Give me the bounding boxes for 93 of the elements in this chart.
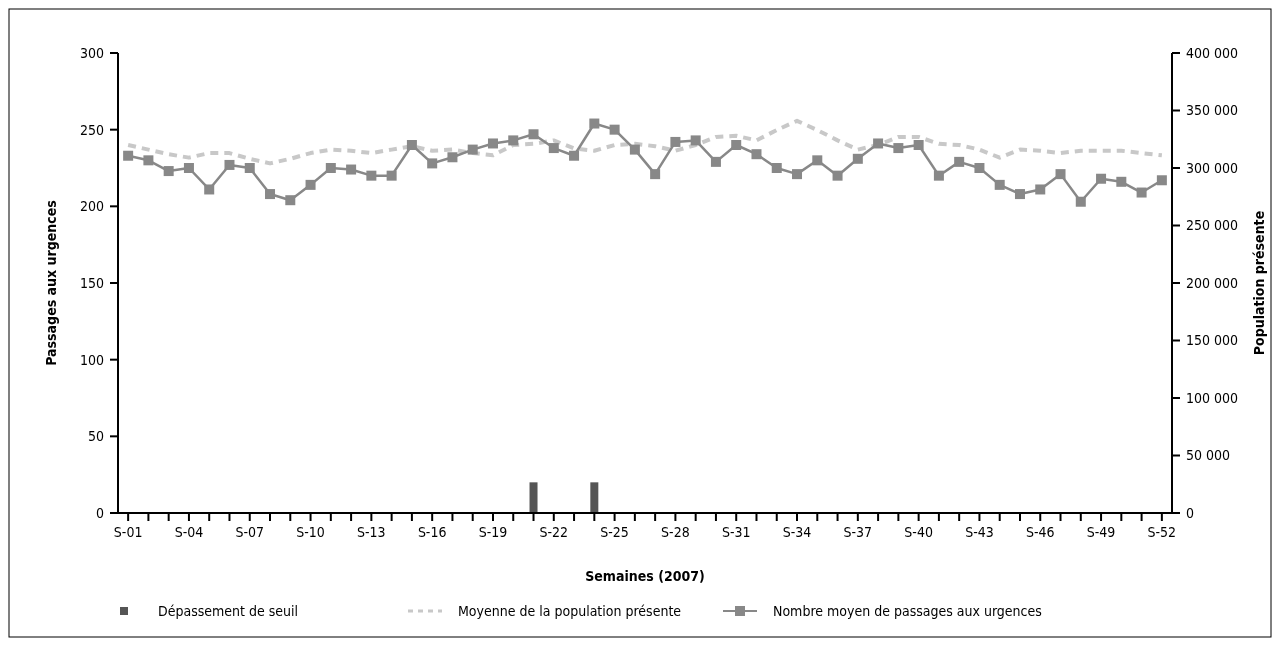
y2-axis-title: Population présente	[1251, 210, 1267, 356]
y2-tick-label: 400 000	[1186, 44, 1239, 61]
point	[285, 195, 296, 206]
legend-label: Dépassement de seuil	[158, 602, 299, 619]
point	[792, 169, 803, 180]
y-tick-label: 0	[95, 504, 104, 521]
line-series	[126, 118, 1164, 166]
x-tick-label: S-04	[174, 524, 204, 540]
point	[670, 136, 681, 147]
point	[1055, 169, 1066, 180]
y2-tick-label: 350 000	[1186, 102, 1239, 119]
point	[467, 144, 478, 155]
point	[325, 163, 336, 173]
point	[710, 156, 721, 167]
y2-tick-label: 300 000	[1186, 159, 1239, 176]
point	[305, 179, 316, 190]
point	[265, 189, 276, 200]
point	[1136, 187, 1147, 198]
x-tick-label: S-49	[1086, 524, 1116, 540]
point	[508, 135, 519, 146]
point	[974, 163, 985, 173]
point	[873, 138, 884, 149]
point	[386, 170, 397, 181]
point	[852, 153, 863, 164]
point	[1156, 175, 1167, 186]
x-tick-label: S-31	[721, 524, 751, 540]
point	[487, 138, 498, 149]
x-tick-label: S-10	[296, 524, 325, 540]
point	[913, 140, 924, 150]
point	[204, 184, 215, 195]
point	[427, 158, 438, 169]
point	[143, 155, 154, 166]
x-tick-label: S-19	[478, 524, 508, 540]
y2-tick-label: 50 000	[1186, 447, 1231, 464]
y2-tick-label: 200 000	[1186, 274, 1239, 291]
x-tick-label: S-25	[600, 524, 629, 540]
point	[366, 170, 377, 181]
point	[771, 163, 782, 173]
x-axis-title: Semaines (2007)	[585, 568, 705, 584]
point	[812, 155, 823, 166]
point	[123, 150, 134, 161]
point	[569, 150, 580, 161]
point	[933, 170, 944, 181]
x-tick-label: S-40	[904, 524, 933, 540]
point	[447, 152, 458, 163]
x-tick-label: S-34	[782, 524, 812, 540]
point	[224, 159, 235, 170]
point	[548, 143, 559, 154]
y-tick-label: 250	[79, 121, 104, 138]
point	[244, 163, 255, 173]
point	[731, 140, 742, 150]
x-tick-label: S-52	[1147, 524, 1177, 540]
point	[1035, 184, 1046, 195]
point	[690, 135, 701, 146]
point	[832, 170, 843, 181]
point	[528, 129, 539, 140]
y2-tick-label: 250 000	[1186, 217, 1239, 234]
point	[609, 124, 620, 135]
y2-tick-label: 100 000	[1186, 389, 1239, 406]
point	[406, 140, 417, 150]
y2-tick-label: 0	[1186, 504, 1195, 521]
y2-tick-label: 150 000	[1186, 332, 1239, 349]
y-tick-label: 200	[79, 198, 104, 215]
x-tick-label: S-28	[661, 524, 690, 540]
point	[163, 166, 174, 177]
point	[1014, 189, 1025, 200]
point	[954, 156, 965, 167]
y-tick-label: 300	[79, 44, 104, 61]
y-tick-label: 50	[87, 428, 104, 445]
point	[893, 143, 904, 154]
x-tick-label: S-16	[417, 524, 447, 540]
point	[1096, 173, 1107, 184]
x-tick-label: S-13	[357, 524, 386, 540]
x-tick-label: S-43	[965, 524, 994, 540]
y-tick-label: 100	[79, 351, 104, 368]
point	[650, 169, 661, 180]
point	[1075, 196, 1086, 207]
y-axis-title: Passages aux urgences	[43, 200, 59, 366]
point	[1116, 176, 1127, 187]
x-tick-label: S-07	[235, 524, 265, 540]
x-tick-label: S-01	[113, 524, 143, 540]
x-tick-label: S-46	[1025, 524, 1055, 540]
legend-label: Nombre moyen de passages aux urgences	[773, 602, 1042, 619]
point	[183, 163, 194, 173]
point	[994, 179, 1005, 190]
x-tick-label: S-22	[539, 524, 569, 540]
y-tick-label: 150	[79, 274, 104, 291]
point	[629, 144, 640, 155]
legend-label: Moyenne de la population présente	[458, 602, 682, 619]
point	[751, 149, 762, 160]
x-tick-label: S-37	[843, 524, 873, 540]
point	[589, 118, 600, 129]
point	[346, 164, 357, 175]
